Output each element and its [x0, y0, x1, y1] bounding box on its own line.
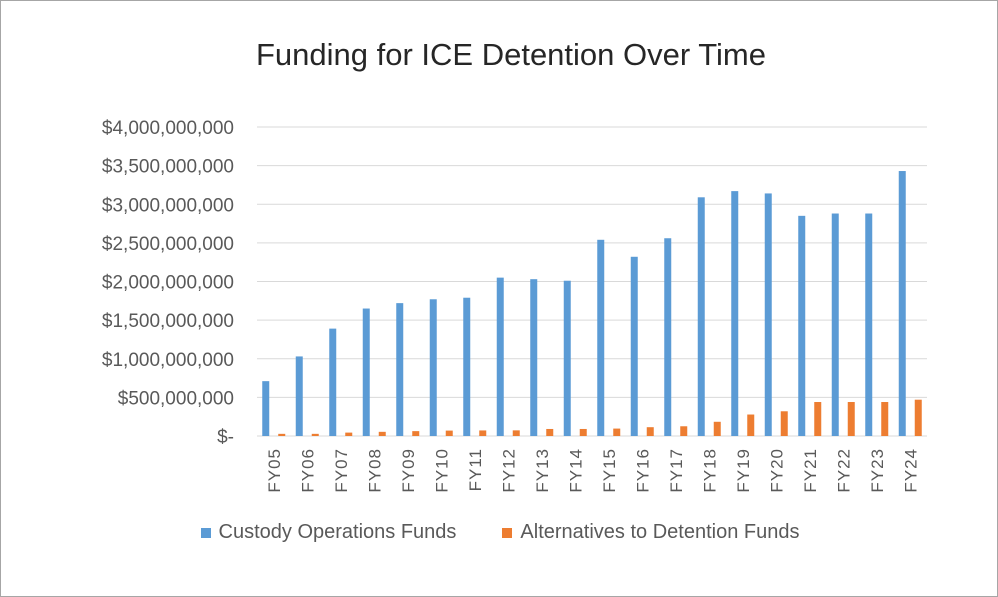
bar-alternatives-fy17: [680, 426, 688, 436]
legend-label-custody: Custody Operations Funds: [218, 521, 457, 543]
bar-alternatives-fy16: [646, 427, 654, 436]
bar-custody-fy24: [898, 171, 906, 436]
y-tick-label: $3,000,000,000: [102, 195, 234, 216]
x-tick-label: FY13: [533, 448, 552, 493]
y-tick-label: $2,000,000,000: [102, 273, 234, 294]
y-tick-label: $4,000,000,000: [102, 118, 234, 139]
x-tick-label: FY24: [901, 448, 920, 493]
x-tick-label: FY21: [801, 448, 820, 493]
chart-title: Funding for ICE Detention Over Time: [255, 37, 766, 72]
legend-item-custody: Custody Operations Funds: [200, 521, 457, 544]
x-tick-label: FY19: [734, 448, 753, 493]
x-tick-label: FY22: [834, 448, 853, 493]
x-tick-label: FY15: [600, 448, 619, 493]
x-tick-label: FY05: [265, 448, 284, 493]
y-tick-label: $1,000,000,000: [102, 350, 234, 371]
y-tick-label: $1,500,000,000: [102, 311, 234, 332]
x-tick-label: FY10: [432, 448, 451, 493]
bar-alternatives-fy06: [311, 433, 319, 436]
y-tick-label: $3,500,000,000: [102, 157, 234, 178]
y-tick-label: $500,000,000: [118, 388, 234, 409]
legend-swatch-alternatives: [502, 527, 513, 538]
bar-custody-fy18: [697, 197, 705, 436]
bar-custody-fy13: [530, 279, 538, 436]
x-tick-label: FY12: [499, 448, 518, 493]
bar-custody-fy23: [865, 213, 873, 436]
bar-custody-fy15: [597, 239, 605, 436]
bar-alternatives-fy07: [345, 432, 353, 436]
x-tick-label: FY17: [667, 448, 686, 493]
bar-custody-fy07: [329, 328, 337, 436]
x-tick-label: FY07: [332, 448, 351, 493]
x-tick-label: FY20: [767, 448, 786, 493]
bar-alternatives-fy21: [814, 402, 822, 436]
legend-label-alternatives: Alternatives to Detention Funds: [520, 521, 800, 543]
bar-custody-fy17: [664, 238, 672, 436]
y-tick-label: $-: [217, 427, 234, 448]
y-tick-label: $2,500,000,000: [102, 234, 234, 255]
bar-alternatives-fy13: [546, 428, 554, 436]
legend-swatch-custody: [200, 527, 211, 538]
bar-custody-fy12: [496, 277, 504, 436]
bar-custody-fy11: [463, 297, 471, 436]
bar-alternatives-fy10: [445, 430, 453, 436]
legend: Custody Operations Funds Alternatives to…: [1, 521, 997, 544]
bar-custody-fy21: [798, 215, 806, 436]
x-tick-label: FY23: [868, 448, 887, 493]
bar-alternatives-fy05: [278, 433, 286, 436]
x-tick-label: FY09: [399, 448, 418, 493]
bar-alternatives-fy23: [881, 402, 889, 436]
bar-custody-fy16: [630, 256, 638, 436]
x-tick-label: FY16: [633, 448, 652, 493]
x-tick-label: FY14: [566, 448, 585, 493]
bar-alternatives-fy12: [512, 430, 520, 436]
bar-custody-fy06: [295, 356, 303, 436]
bar-custody-fy14: [563, 280, 571, 436]
bar-custody-fy09: [396, 303, 404, 436]
bar-alternatives-fy18: [713, 421, 721, 436]
bar-alternatives-fy14: [579, 428, 587, 436]
bar-alternatives-fy09: [412, 431, 420, 436]
bar-custody-fy08: [362, 308, 370, 436]
bar-alternatives-fy20: [780, 411, 788, 436]
x-tick-label: FY06: [298, 448, 317, 493]
x-tick-label: FY11: [466, 448, 485, 491]
bar-custody-fy05: [262, 381, 270, 436]
bar-alternatives-fy15: [613, 428, 621, 436]
bar-alternatives-fy19: [747, 414, 755, 436]
legend-item-alternatives: Alternatives to Detention Funds: [502, 521, 799, 544]
x-tick-label: FY08: [365, 448, 384, 493]
bar-alternatives-fy22: [847, 402, 855, 436]
bar-custody-fy20: [764, 193, 772, 436]
bar-custody-fy22: [831, 213, 839, 436]
bar-alternatives-fy08: [378, 431, 386, 436]
bar-custody-fy19: [731, 191, 739, 436]
bar-alternatives-fy24: [914, 399, 922, 436]
bar-alternatives-fy11: [479, 430, 487, 436]
x-tick-label: FY18: [700, 448, 719, 493]
bar-custody-fy10: [429, 299, 437, 436]
